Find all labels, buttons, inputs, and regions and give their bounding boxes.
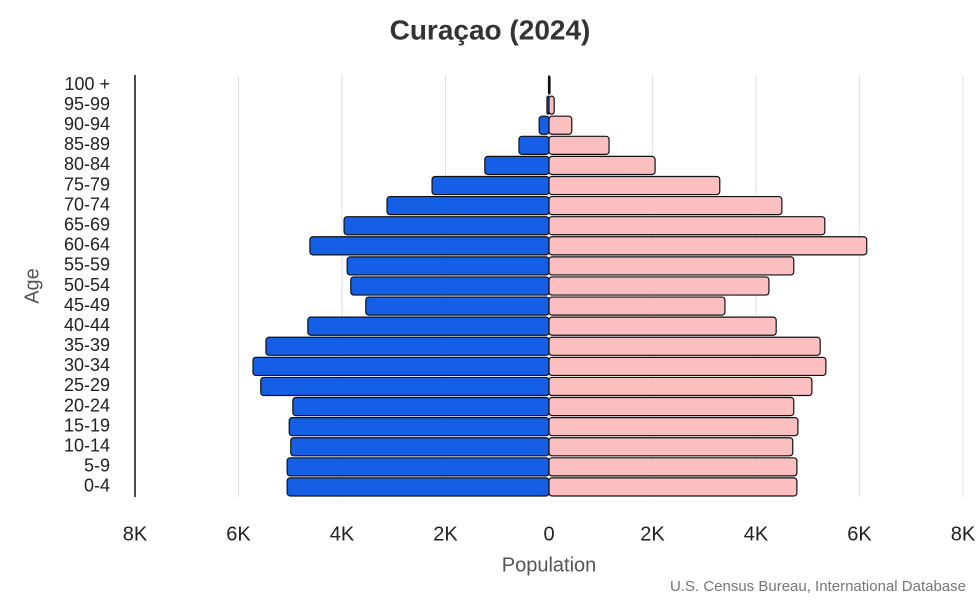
- y-tick-label: 40-44: [64, 315, 110, 335]
- y-tick-label: 25-29: [64, 375, 110, 395]
- bar: [548, 336, 821, 356]
- y-tick-label: 20-24: [64, 395, 110, 415]
- bar: [548, 417, 799, 437]
- x-tick-label: 6K: [847, 523, 872, 545]
- y-tick-label: 60-64: [64, 235, 110, 255]
- y-tick-label: 5-9: [84, 456, 110, 476]
- y-tick-label: 100 +: [64, 74, 110, 94]
- bar: [386, 195, 550, 216]
- y-tick-label: 80-84: [64, 154, 110, 174]
- bar: [548, 396, 795, 417]
- x-tick-label: 4K: [330, 523, 355, 545]
- x-tick-label: 2K: [640, 523, 665, 545]
- bar: [548, 155, 656, 176]
- bar: [286, 457, 550, 477]
- y-tick-label: 95-99: [64, 94, 110, 114]
- bar: [292, 396, 550, 417]
- bar: [286, 477, 550, 497]
- bar: [548, 95, 555, 115]
- y-tick-label: 15-19: [64, 415, 110, 435]
- y-tick-label: 85-89: [64, 134, 110, 154]
- bar: [288, 417, 550, 437]
- bar: [548, 256, 795, 276]
- bar: [252, 356, 550, 377]
- y-tick-label: 0-4: [84, 476, 110, 496]
- y-tick-label: 50-54: [64, 275, 110, 295]
- y-tick-label: 55-59: [64, 255, 110, 275]
- bar: [309, 236, 550, 256]
- bar: [548, 316, 777, 336]
- bar: [350, 276, 550, 296]
- y-tick-label: 90-94: [64, 114, 110, 134]
- bar: [260, 376, 550, 397]
- bar: [346, 256, 550, 276]
- y-tick-label: 75-79: [64, 174, 110, 194]
- chart-title: Curaçao (2024): [390, 14, 591, 45]
- x-tick-label: 8K: [951, 523, 976, 545]
- bar: [548, 115, 573, 135]
- bar: [548, 276, 770, 296]
- y-tick-label: 35-39: [64, 335, 110, 355]
- y-tick-label: 70-74: [64, 194, 110, 214]
- x-tick-label: 4K: [744, 523, 769, 545]
- y-axis-label: Age: [21, 268, 43, 304]
- source-note: U.S. Census Bureau, International Databa…: [670, 578, 966, 595]
- y-tick-label: 30-34: [64, 355, 110, 375]
- bar: [548, 356, 827, 377]
- bar: [365, 296, 550, 316]
- bar: [548, 195, 783, 216]
- bar: [518, 135, 550, 155]
- bar: [548, 376, 813, 397]
- bar: [265, 336, 550, 356]
- bar: [548, 216, 826, 236]
- y-tick-label: 10-14: [64, 436, 110, 456]
- x-tick-label: 8K: [123, 523, 148, 545]
- x-tick-label: 0: [543, 523, 554, 545]
- bar: [548, 236, 868, 256]
- bar: [548, 457, 798, 477]
- bar: [431, 175, 550, 196]
- y-tick-label: 65-69: [64, 214, 110, 234]
- bar: [548, 437, 794, 457]
- bar: [548, 75, 551, 95]
- bar: [548, 175, 721, 196]
- bar: [538, 115, 550, 135]
- x-tick-label: 2K: [433, 523, 458, 545]
- bar: [548, 135, 610, 155]
- bar: [307, 316, 550, 336]
- x-tick-label: 6K: [226, 523, 251, 545]
- bar: [484, 155, 550, 176]
- bar: [290, 437, 550, 457]
- bar: [343, 216, 550, 236]
- y-tick-label: 45-49: [64, 295, 110, 315]
- bar: [548, 296, 726, 316]
- bar: [548, 477, 798, 497]
- x-axis-label: Population: [502, 554, 597, 576]
